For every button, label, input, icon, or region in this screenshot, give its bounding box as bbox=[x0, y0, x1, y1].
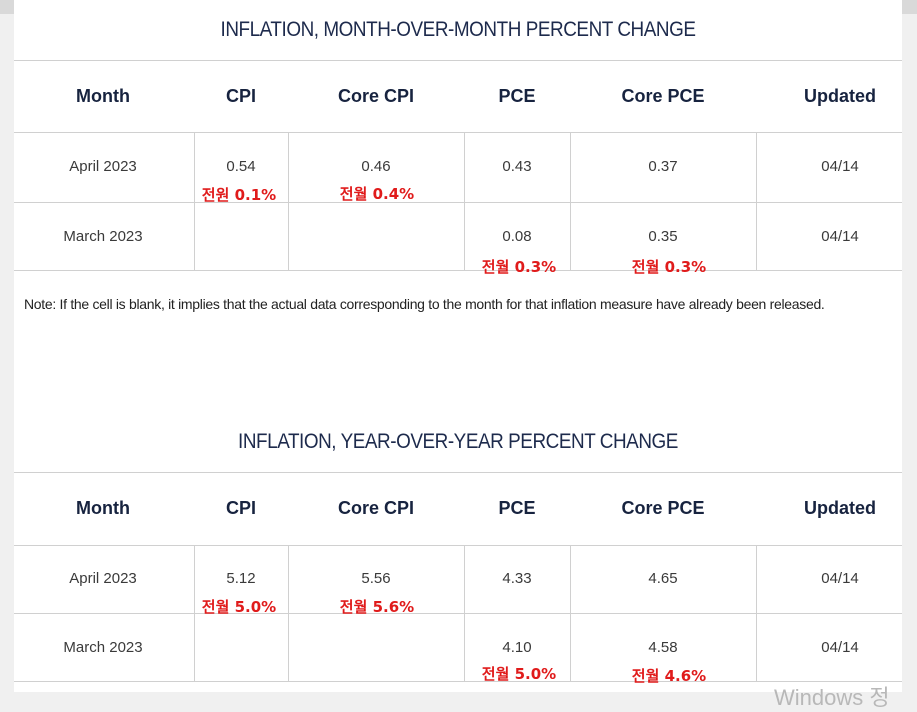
yoy-header-month: Month bbox=[76, 498, 130, 518]
divider bbox=[756, 132, 757, 270]
yoy-r1-core-cpi: 5.56 bbox=[361, 570, 391, 587]
divider bbox=[14, 202, 902, 203]
yoy-r2-updated: 04/14 bbox=[821, 639, 859, 656]
divider bbox=[756, 545, 757, 681]
divider bbox=[464, 132, 465, 270]
yoy-r1-core-cpi-annotation: 전월 5.6% bbox=[339, 598, 415, 616]
divider bbox=[14, 613, 902, 614]
yoy-title: INFLATION, YEAR-OVER-YEAR PERCENT CHANGE bbox=[238, 430, 678, 453]
divider bbox=[288, 132, 289, 270]
mom-title: INFLATION, MONTH-OVER-MONTH PERCENT CHAN… bbox=[220, 18, 696, 41]
mom-r2-updated: 04/14 bbox=[821, 228, 859, 245]
divider bbox=[14, 270, 902, 271]
yoy-r1-cpi: 5.12 bbox=[226, 570, 256, 587]
mom-r2-pce: 0.08 bbox=[502, 228, 532, 245]
divider bbox=[570, 545, 571, 681]
yoy-r1-updated: 04/14 bbox=[821, 570, 859, 587]
mom-r1-core-cpi: 0.46 bbox=[361, 158, 391, 175]
yoy-header-core-cpi: Core CPI bbox=[337, 498, 415, 518]
mom-r1-cpi: 0.54 bbox=[226, 158, 256, 175]
mom-r1-cpi-annotation: 전원 0.1% bbox=[201, 186, 277, 204]
divider bbox=[14, 545, 902, 546]
yoy-r1-cpi-annotation: 전월 5.0% bbox=[201, 598, 277, 616]
yoy-header-updated: Updated bbox=[804, 498, 876, 518]
mom-header-pce: PCE bbox=[498, 86, 536, 106]
yoy-header-cpi: CPI bbox=[225, 498, 257, 518]
mom-r2-core-pce-annotation: 전월 0.3% bbox=[631, 258, 707, 276]
mom-r1-core-pce: 0.37 bbox=[648, 158, 678, 175]
page-content[interactable]: INFLATION, MONTH-OVER-MONTH PERCENT CHAN… bbox=[14, 0, 902, 692]
divider bbox=[194, 545, 195, 681]
divider bbox=[464, 545, 465, 681]
divider bbox=[14, 60, 902, 61]
divider bbox=[570, 132, 571, 270]
yoy-r1-core-pce: 4.65 bbox=[648, 570, 678, 587]
yoy-r1-month: April 2023 bbox=[69, 570, 137, 587]
windows-activation-watermark: Windows 정 bbox=[774, 685, 890, 710]
footnote: Note: If the cell is blank, it implies t… bbox=[24, 296, 825, 312]
mom-header-core-cpi: Core CPI bbox=[337, 86, 415, 106]
mom-r1-pce: 0.43 bbox=[502, 158, 532, 175]
mom-header-cpi: CPI bbox=[225, 86, 257, 106]
divider bbox=[194, 132, 195, 270]
mom-header-updated: Updated bbox=[804, 86, 876, 106]
mom-r2-core-pce: 0.35 bbox=[648, 228, 678, 245]
yoy-header-pce: PCE bbox=[498, 498, 536, 518]
mom-r1-month: April 2023 bbox=[69, 158, 137, 175]
yoy-r1-pce: 4.33 bbox=[502, 570, 532, 587]
mom-header-core-pce: Core PCE bbox=[621, 86, 705, 106]
divider bbox=[14, 681, 902, 682]
mom-r1-core-cpi-annotation: 전월 0.4% bbox=[339, 185, 415, 203]
mom-header-month: Month bbox=[76, 86, 130, 106]
divider bbox=[14, 132, 902, 133]
yoy-header-core-pce: Core PCE bbox=[621, 498, 705, 518]
mom-r2-month: March 2023 bbox=[63, 228, 143, 245]
yoy-r2-month: March 2023 bbox=[63, 639, 143, 656]
mom-r2-pce-annotation: 전월 0.3% bbox=[481, 258, 557, 276]
yoy-r2-core-pce: 4.58 bbox=[648, 639, 678, 656]
yoy-r2-pce: 4.10 bbox=[502, 639, 532, 656]
divider bbox=[14, 472, 902, 473]
mom-r1-updated: 04/14 bbox=[821, 158, 859, 175]
yoy-r2-core-pce-annotation: 전월 4.6% bbox=[631, 667, 707, 685]
divider bbox=[288, 545, 289, 681]
yoy-r2-pce-annotation: 전월 5.0% bbox=[481, 665, 557, 683]
